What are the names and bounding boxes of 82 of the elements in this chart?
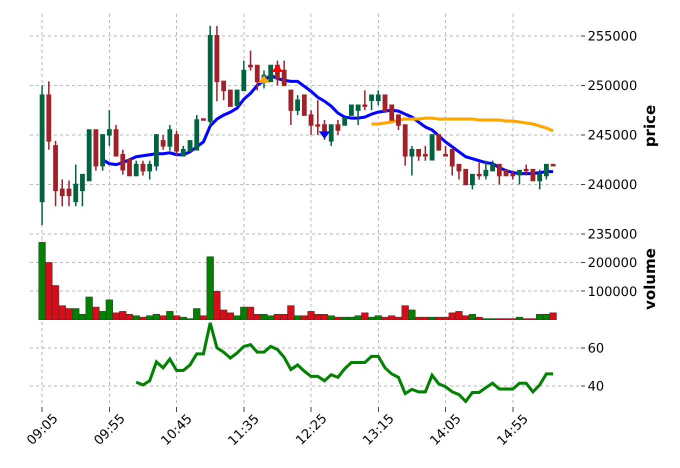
candlestick <box>60 178 65 208</box>
candlestick <box>550 164 556 166</box>
candlestick <box>362 90 368 111</box>
line-series <box>370 116 555 132</box>
candlestick <box>134 160 139 176</box>
candlestick <box>120 149 126 176</box>
candlestick <box>530 168 536 182</box>
candlestick <box>376 90 381 106</box>
candlestick <box>248 50 253 72</box>
y-tick-label: 245000 <box>588 128 638 144</box>
candlestick <box>302 94 307 116</box>
candlestick <box>308 109 314 136</box>
candlestick <box>443 145 448 156</box>
candlestick <box>66 180 72 208</box>
candlestick <box>127 158 132 176</box>
candlestick <box>167 124 172 152</box>
candlestick <box>430 134 434 160</box>
y-tick-label: 235000 <box>588 228 638 243</box>
candlestick <box>504 170 508 176</box>
candlestick <box>288 90 294 126</box>
candlestick <box>194 114 200 151</box>
candlestick <box>382 94 388 112</box>
candlestick <box>201 118 206 121</box>
candlestick <box>254 64 260 92</box>
y-tick-label: 240000 <box>588 178 638 194</box>
candlestick <box>295 94 300 116</box>
candlestick <box>315 99 320 136</box>
y-axis-title: volume <box>641 248 660 310</box>
candlestick <box>241 60 246 92</box>
candlestick <box>342 117 348 126</box>
candlestick <box>402 124 408 166</box>
line-series <box>134 322 555 403</box>
candlestick <box>80 174 85 208</box>
candlestick <box>336 119 340 136</box>
y-tick-label: 100000 <box>588 284 638 300</box>
candlestick <box>544 164 549 180</box>
candlestick <box>328 124 334 147</box>
y-tick-label: 60 <box>588 341 604 356</box>
y-tick-label: 255000 <box>588 29 638 44</box>
candlestick <box>94 129 98 172</box>
candlestick <box>86 129 92 182</box>
candlestick <box>160 134 166 151</box>
y-axis-title: price <box>641 104 660 148</box>
candlestick <box>140 160 146 176</box>
candlestick <box>282 60 287 86</box>
candlestick <box>369 94 374 111</box>
candlestick <box>463 168 468 186</box>
candlestick <box>100 134 106 172</box>
candlestick <box>496 164 502 186</box>
candlestick <box>436 134 442 152</box>
candlestick <box>114 124 118 156</box>
candlestick <box>537 168 542 190</box>
candlestick <box>524 164 529 176</box>
candlestick <box>470 174 475 190</box>
y-tick-label: 250000 <box>588 78 638 94</box>
candlestick <box>46 80 52 151</box>
candlestick <box>456 164 462 180</box>
candlestick <box>450 149 455 176</box>
candlestick <box>389 104 394 121</box>
candlestick <box>234 90 240 106</box>
candlestick <box>410 145 414 176</box>
y-tick-label: 40 <box>588 380 604 394</box>
candlestick <box>221 80 226 101</box>
candlestick <box>180 145 186 156</box>
candlestick <box>476 162 482 180</box>
candlestick <box>268 64 274 82</box>
candlestick <box>416 149 422 162</box>
candlestick <box>510 170 516 180</box>
candlestick <box>422 145 428 162</box>
candlestick <box>208 25 213 127</box>
candlestick <box>73 164 78 208</box>
candlestick <box>147 160 152 180</box>
candlestick <box>106 109 112 147</box>
candlestick <box>396 114 401 131</box>
candlestick <box>53 140 58 208</box>
y-tick-label: 200000 <box>588 256 638 272</box>
candlestick <box>174 130 179 156</box>
candlestick <box>214 25 220 102</box>
candlestick <box>228 90 233 107</box>
candlestick <box>154 134 159 172</box>
candlestick <box>188 140 192 152</box>
candlestick <box>517 170 522 186</box>
